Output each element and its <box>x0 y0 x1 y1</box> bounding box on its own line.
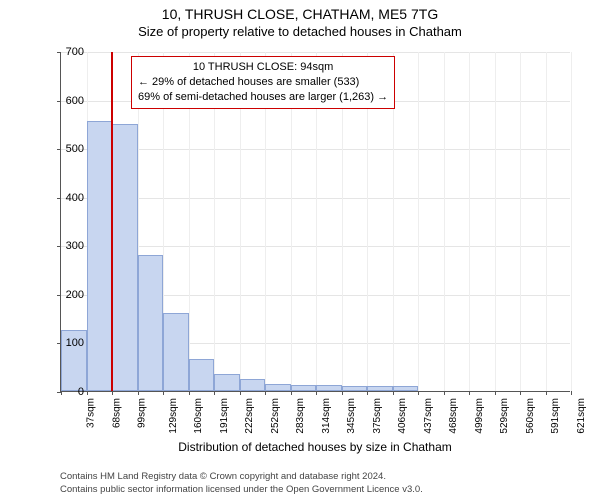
x-tick-label: 68sqm <box>111 398 122 428</box>
x-tick-label: 191sqm <box>219 398 230 434</box>
info-box-line: ← 29% of detached houses are smaller (53… <box>138 75 388 90</box>
x-tick-label: 529sqm <box>499 398 510 434</box>
histogram-bar <box>112 124 138 391</box>
x-tick-label: 222sqm <box>244 398 255 434</box>
histogram-bar <box>393 386 419 391</box>
info-box-line: 69% of semi-detached houses are larger (… <box>138 90 388 105</box>
histogram-bar <box>189 359 215 391</box>
y-tick-label: 500 <box>66 143 84 155</box>
page-title: 10, THRUSH CLOSE, CHATHAM, ME5 7TG <box>0 0 600 22</box>
x-tick-label: 345sqm <box>346 398 357 434</box>
footer-attribution: Contains HM Land Registry data © Crown c… <box>60 471 592 496</box>
x-tick-label: 621sqm <box>576 398 587 434</box>
y-tick-label: 200 <box>66 289 84 301</box>
y-tick-label: 600 <box>66 95 84 107</box>
x-tick-label: 129sqm <box>168 398 179 434</box>
x-tick-label: 437sqm <box>423 398 434 434</box>
histogram-bar <box>342 386 368 391</box>
y-tick-label: 300 <box>66 240 84 252</box>
x-axis-title: Distribution of detached houses by size … <box>60 440 570 454</box>
x-tick-label: 252sqm <box>270 398 281 434</box>
x-tick-label: 591sqm <box>550 398 561 434</box>
x-tick-label: 468sqm <box>448 398 459 434</box>
x-tick-label: 283sqm <box>295 398 306 434</box>
x-tick-label: 160sqm <box>193 398 204 434</box>
x-tick-label: 375sqm <box>372 398 383 434</box>
info-box-line: 10 THRUSH CLOSE: 94sqm <box>138 60 388 75</box>
x-tick-label: 406sqm <box>397 398 408 434</box>
histogram-bar <box>138 255 164 391</box>
y-tick-label: 400 <box>66 192 84 204</box>
histogram-chart: 37sqm68sqm99sqm129sqm160sqm191sqm222sqm2… <box>60 52 570 392</box>
x-tick-label: 499sqm <box>474 398 485 434</box>
histogram-bar <box>214 374 240 391</box>
property-marker-line <box>111 52 113 391</box>
x-tick-label: 314sqm <box>321 398 332 434</box>
x-tick-label: 560sqm <box>525 398 536 434</box>
y-tick-label: 0 <box>78 386 84 398</box>
histogram-bar <box>316 385 342 391</box>
histogram-bar <box>87 121 113 391</box>
histogram-bar <box>240 379 266 391</box>
histogram-bar <box>265 384 291 391</box>
histogram-bar <box>367 386 393 391</box>
page-subtitle: Size of property relative to detached ho… <box>0 24 600 39</box>
x-tick-label: 37sqm <box>86 398 97 428</box>
y-tick-label: 100 <box>66 337 84 349</box>
histogram-bar <box>291 385 317 391</box>
histogram-bar <box>163 313 189 391</box>
property-info-box: 10 THRUSH CLOSE: 94sqm← 29% of detached … <box>131 56 395 109</box>
x-tick-label: 99sqm <box>137 398 148 428</box>
y-tick-label: 700 <box>66 46 84 58</box>
